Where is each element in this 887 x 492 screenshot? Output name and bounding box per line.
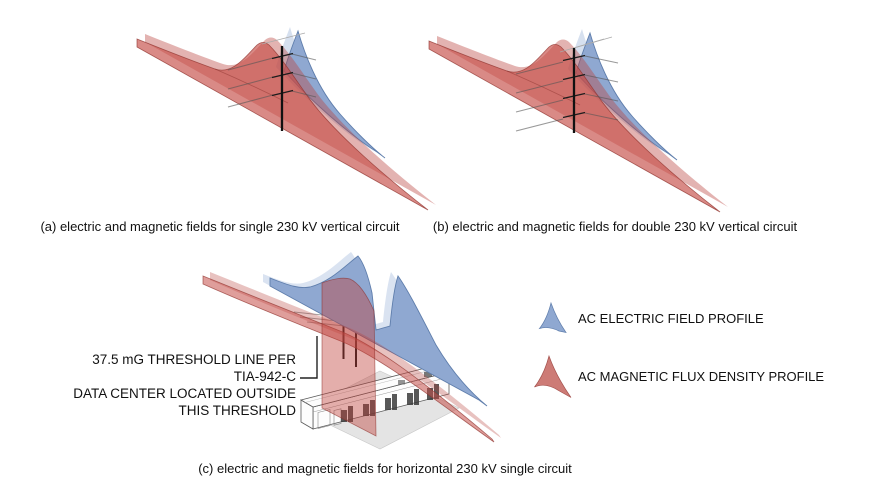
threshold-annotation: 37.5 mG THRESHOLD LINE PER TIA-942-C DAT…	[40, 351, 296, 419]
electric-field-profile-b-back	[568, 29, 669, 156]
legend-label-magnetic-flux: AC MAGNETIC FLUX DENSITY PROFILE	[578, 369, 825, 384]
electric-field-profile-a	[283, 29, 386, 159]
annotation-line-4: THIS THRESHOLD	[178, 403, 296, 418]
caption-figure-b: (b) electric and magnetic fields for dou…	[432, 219, 798, 234]
electric-field-peak-icon	[538, 301, 567, 334]
legend-label-electric-field: AC ELECTRIC FIELD PROFILE	[578, 311, 764, 326]
transmission-tower-a	[271, 46, 294, 131]
figure-b	[428, 29, 728, 213]
magnetic-profile-c	[202, 275, 495, 443]
conductor-lines-b	[515, 55, 619, 132]
building-door-2	[333, 408, 342, 426]
caption-figure-c: (c) electric and magnetic fields for hor…	[198, 461, 572, 476]
shield-wires-b	[559, 36, 613, 53]
legend-icons	[534, 301, 572, 398]
figure-c	[202, 252, 501, 450]
electric-field-profile-b	[575, 31, 678, 161]
caption-figure-a: (a) electric and magnetic fields for sin…	[40, 219, 400, 234]
building-roof-line	[304, 367, 442, 403]
transmission-tower-b	[562, 48, 586, 133]
annotation-line-3: DATA CENTER LOCATED OUTSIDE	[73, 386, 296, 401]
magnetic-flux-peak-icon	[534, 354, 572, 398]
building-parapet-line	[312, 376, 450, 413]
shield-wire-a	[261, 32, 306, 45]
conductor-lines-a	[227, 53, 317, 108]
electric-field-profile-c	[269, 255, 488, 407]
threshold-wall	[321, 277, 377, 437]
threshold-leader-line	[300, 336, 318, 379]
annotation-line-2: TIA-942-C	[233, 369, 296, 384]
annotation-line-1: 37.5 mG THRESHOLD LINE PER	[92, 352, 296, 367]
electric-field-profile-a-back	[276, 27, 377, 154]
figure-a	[136, 27, 436, 211]
magnetic-profile-c-back	[210, 272, 501, 438]
